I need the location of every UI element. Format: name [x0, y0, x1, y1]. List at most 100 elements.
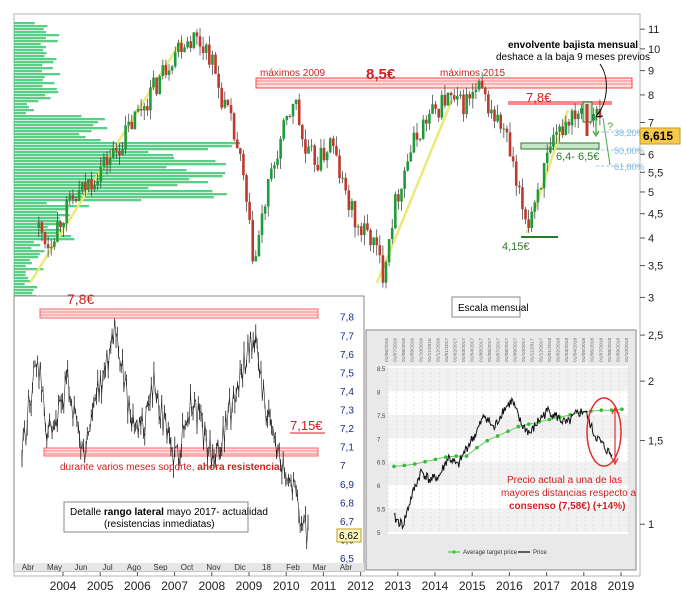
inset1-label-715: 7,15€ [290, 418, 323, 433]
candle-body [341, 177, 344, 179]
candle-body [505, 128, 509, 133]
candle-body [121, 149, 124, 156]
volume-bar [14, 142, 241, 145]
candle-body [465, 94, 468, 115]
inset2-date-label: 01/02/2018 [555, 338, 561, 362]
y-tick-label: 3,5 [648, 261, 663, 273]
inset-consensus: 8.587.576.565.55 01/06/2016 01/07/2016 01/… [365, 329, 637, 571]
candle-body [220, 87, 224, 108]
inset2-date-label: 01/03/2017 [461, 338, 467, 362]
candle-body [53, 241, 56, 247]
candle-body [84, 182, 87, 190]
inset2-target-marker [464, 454, 469, 458]
candle-body [282, 120, 286, 139]
inset1-current-label: 6,62 [339, 531, 359, 542]
volume-bar [14, 34, 60, 37]
y-tick-label: 1,5 [648, 436, 663, 448]
candle-body [366, 223, 369, 230]
candle-body [564, 121, 568, 136]
y-tick-label: 11 [648, 24, 659, 36]
candle-body [204, 44, 208, 53]
candle-body [93, 185, 96, 190]
volume-bar [14, 103, 27, 106]
candle-body [96, 181, 100, 186]
volume-bar [14, 58, 57, 61]
candle-body [452, 95, 456, 100]
inset2-text-1: Precio actual a una de las [507, 475, 622, 486]
candle-body [449, 92, 453, 96]
envolvente-desc: deshace a la baja 9 meses previos [496, 52, 650, 63]
inset2-date-label: 01/06/2016 [384, 338, 390, 362]
candle-body [49, 246, 53, 249]
label-res-78: 7,8€ [526, 90, 552, 105]
volume-bar [14, 193, 227, 196]
candle-body [208, 44, 211, 65]
candle-body [487, 94, 490, 114]
x-tick-label: 2005 [87, 579, 114, 593]
candle-body [459, 94, 462, 96]
inset2-target-marker [526, 422, 531, 427]
y-tick-label: 8 [648, 90, 654, 102]
candle-body [576, 113, 580, 120]
candle-body [421, 119, 425, 139]
candle-body [428, 113, 431, 124]
volume-bar [14, 283, 25, 286]
candle-body [149, 87, 152, 111]
fib-arrow [602, 117, 611, 166]
volume-bar [14, 166, 167, 169]
volume-bar [14, 121, 99, 124]
candle-body [387, 239, 391, 263]
volume-bar [14, 22, 35, 25]
inset2-target-marker [547, 417, 552, 422]
candle-body [108, 157, 112, 166]
volume-bar [14, 163, 226, 166]
volume-bar [14, 37, 46, 40]
trend-line-2016 [525, 109, 570, 234]
inset2-price-line [393, 396, 613, 531]
volume-bar [14, 139, 101, 142]
candle-body [375, 237, 379, 246]
candle-body [217, 73, 220, 88]
x-tick-label: 2006 [124, 579, 151, 593]
inset2-date-label: 01/07/2016 [393, 338, 399, 362]
label-question: ? [607, 121, 613, 133]
volume-bar [14, 184, 178, 187]
inset1-y-tick: 7,1 [340, 443, 354, 454]
x-tick-label: 2012 [347, 579, 374, 593]
y-tick-label: 3 [648, 292, 654, 304]
candle-body [418, 138, 422, 140]
candle-body [279, 138, 282, 159]
candle-body [499, 114, 503, 129]
candle-body [46, 244, 50, 249]
candle-body [146, 106, 149, 111]
inset2-date-label: 01/08/2018 [607, 338, 613, 362]
inset1-y-tick: 7,2 [340, 424, 354, 435]
candle-body [356, 226, 360, 228]
volume-bar [14, 160, 216, 163]
candle-body [242, 153, 245, 176]
inset2-target-marker [495, 434, 500, 438]
volume-bar [14, 256, 39, 259]
inset2-text-2: mayores distancias respecto a [501, 488, 637, 499]
candle-body [152, 77, 155, 88]
inset2-y-tick: 5 [377, 531, 381, 537]
candle-body [195, 32, 199, 37]
inset1-x-tick: Oct [181, 563, 194, 572]
candle-body [490, 109, 493, 114]
candle-body [552, 135, 555, 147]
inset1-date-strip [14, 563, 364, 571]
legend-marker-target [452, 550, 456, 554]
volume-bar [14, 223, 67, 226]
fall-arrow-icon [592, 118, 600, 138]
y-tick-label: 6 [648, 149, 654, 161]
inset2-date-label: 01/09/2017 [513, 338, 519, 362]
volume-bar [14, 265, 26, 268]
candle-body [530, 211, 534, 228]
label-max-2015: máximos 2015 [440, 68, 505, 79]
candle-body [136, 108, 140, 112]
volume-bar [14, 232, 58, 235]
inset1-y-tick: 7,5 [340, 368, 354, 379]
inset2-target-marker [433, 457, 438, 462]
inset2-target-marker [444, 455, 448, 459]
